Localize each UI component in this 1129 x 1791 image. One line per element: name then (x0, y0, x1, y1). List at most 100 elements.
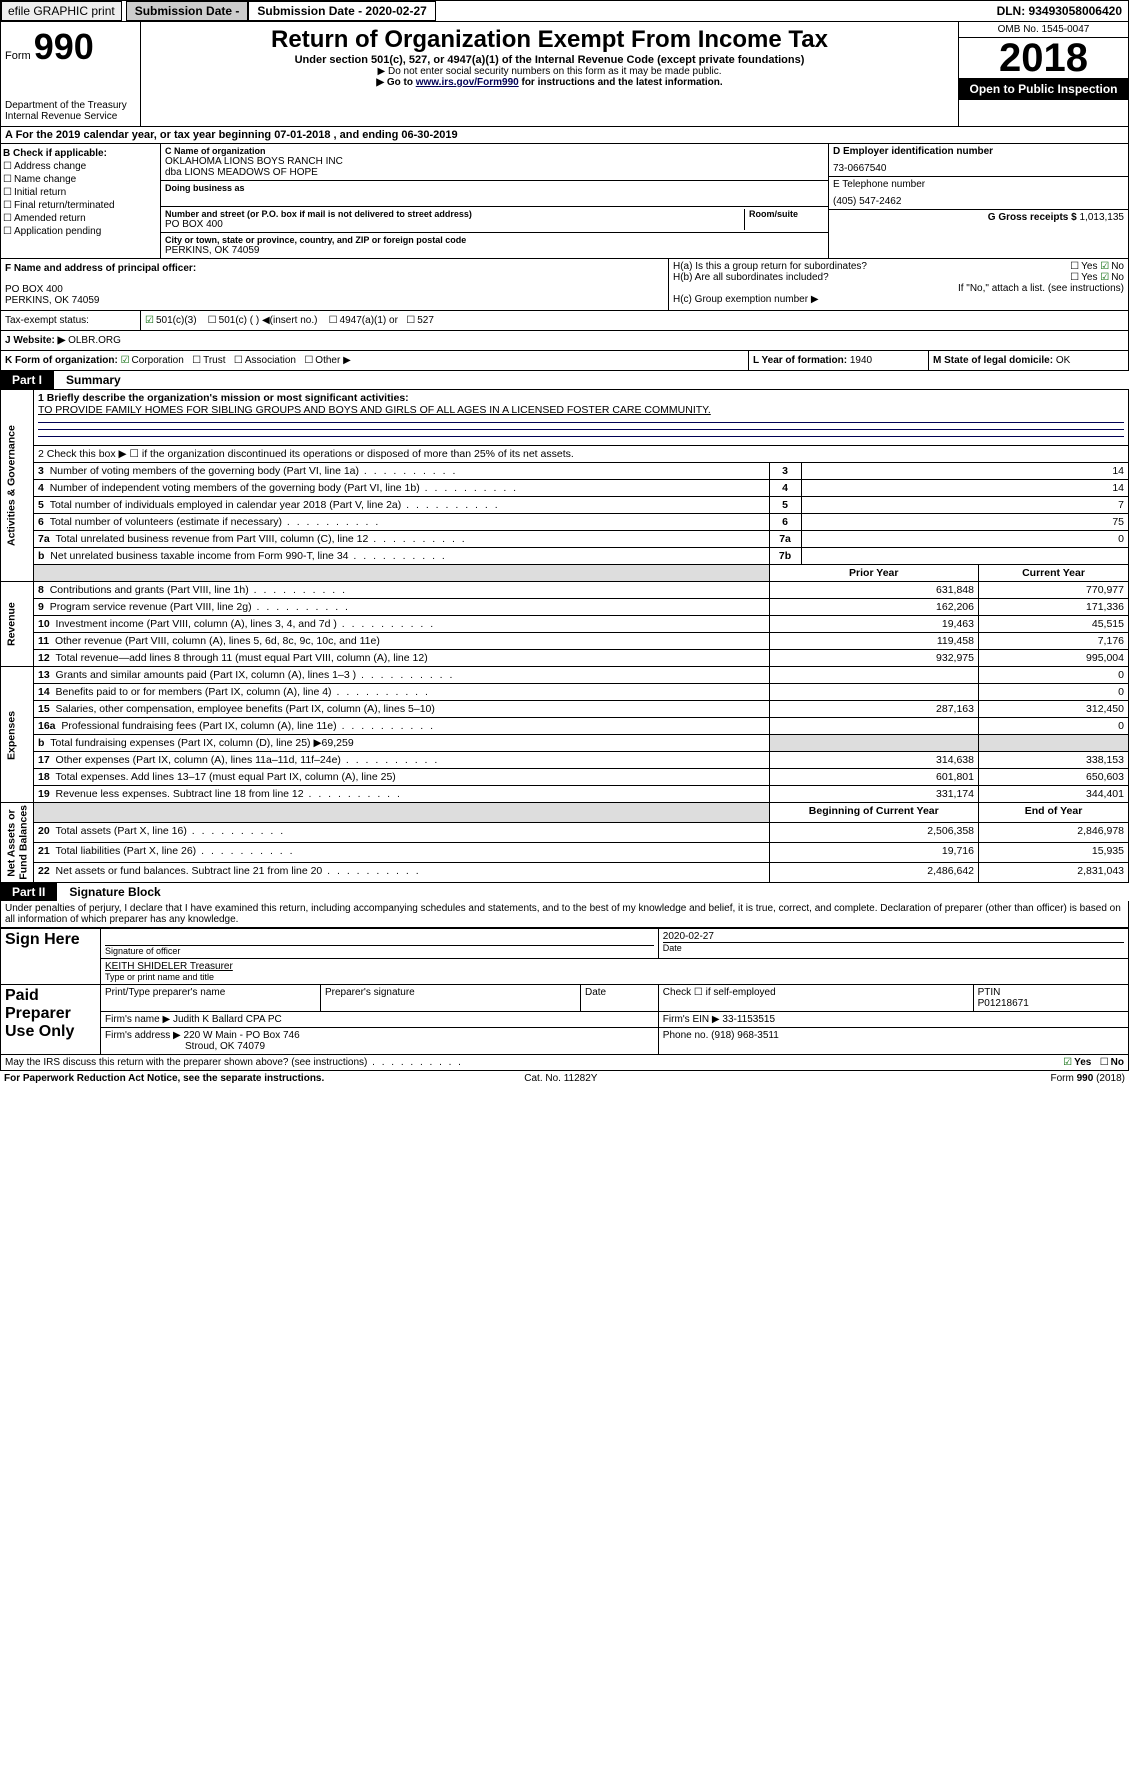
form-header: Form 990 Department of the Treasury Inte… (0, 22, 1129, 127)
e-cell: E Telephone number (405) 547-2462 (829, 177, 1128, 210)
sign-here-label: Sign Here (1, 928, 101, 984)
footer-cat: Cat. No. 11282Y (524, 1073, 597, 1084)
form-subtitle-1: Under section 501(c), 527, or 4947(a)(1)… (145, 54, 954, 66)
form-number: 990 (34, 26, 94, 67)
section-bcdeg: B Check if applicable: Address change Na… (0, 144, 1129, 259)
table-row: 17 Other expenses (Part IX, column (A), … (1, 752, 1129, 769)
table-row: 7a Total unrelated business revenue from… (1, 531, 1129, 548)
table-row: 9 Program service revenue (Part VIII, li… (1, 599, 1129, 616)
table-row: 5 Total number of individuals employed i… (1, 497, 1129, 514)
sig-name-cell: KEITH SHIDELER Treasurer Type or print n… (101, 958, 1129, 984)
table-row: 4 Number of independent voting members o… (1, 480, 1129, 497)
header-left: Form 990 Department of the Treasury Inte… (1, 22, 141, 126)
table-row: 19 Revenue less expenses. Subtract line … (1, 786, 1129, 803)
sig-date-cell: 2020-02-27 Date (658, 928, 1128, 958)
side-ag: Activities & Governance (1, 390, 34, 582)
footer-form: Form 990 (2018) (1051, 1073, 1125, 1084)
e-label: E Telephone number (833, 179, 1124, 190)
phone: (405) 547-2462 (833, 196, 1124, 207)
table-row: 18 Total expenses. Add lines 13–17 (must… (1, 769, 1129, 786)
irs-link[interactable]: www.irs.gov/Form990 (416, 77, 519, 88)
part2-header: Part II Signature Block (0, 883, 1129, 901)
h-cell: H(a) Is this a group return for subordin… (668, 259, 1128, 310)
side-net: Net Assets or Fund Balances (1, 803, 34, 883)
table-row: 15 Salaries, other compensation, employe… (1, 701, 1129, 718)
firmname-cell: Firm's name ▶ Judith K Ballard CPA PC (101, 1011, 659, 1027)
firm-link[interactable]: Judith K Ballard CPA PC (173, 1014, 282, 1025)
k-cell: K Form of organization: Corporation Trus… (1, 351, 748, 370)
page-footer: For Paperwork Reduction Act Notice, see … (0, 1071, 1129, 1086)
d-cell: D Employer identification number 73-0667… (829, 144, 1128, 177)
f-label: F Name and address of principal officer: (5, 263, 664, 274)
hb: H(b) Are all subordinates included? Yes … (673, 272, 1124, 283)
firmphone-cell: Phone no. (918) 968-3511 (658, 1027, 1128, 1054)
topbar: efile GRAPHIC print Submission Date - Su… (0, 0, 1129, 22)
part1-name: Summary (54, 371, 1129, 389)
dba-cell: Doing business as (161, 181, 828, 207)
d-label: D Employer identification number (833, 146, 1124, 157)
mission: TO PROVIDE FAMILY HOMES FOR SIBLING GROU… (38, 404, 711, 416)
table-row: 22 Net assets or fund balances. Subtract… (1, 862, 1129, 882)
sig-officer-cell: Signature of officer (101, 928, 659, 958)
b-label: B Check if applicable: (3, 148, 158, 159)
table-row: 20 Total assets (Part X, line 16)2,506,3… (1, 822, 1129, 842)
line2: 2 Check this box ▶ ☐ if the organization… (34, 446, 1129, 463)
row-a: A For the 2019 calendar year, or tax yea… (0, 127, 1129, 144)
header-right: OMB No. 1545-0047 2018 Open to Public In… (958, 22, 1128, 126)
addr-label: Number and street (or P.O. box if mail i… (165, 209, 744, 219)
c-name-label: C Name of organization (165, 146, 824, 156)
b-opt: Amended return (3, 213, 158, 224)
b-opt: Name change (3, 174, 158, 185)
selfemp-cell: Check ☐ if self-employed (658, 984, 973, 1011)
summary-table: Activities & Governance 1 Briefly descri… (0, 389, 1129, 883)
row-i: Tax-exempt status: 501(c)(3) 501(c) ( ) … (0, 311, 1129, 331)
footer-left: For Paperwork Reduction Act Notice, see … (4, 1073, 324, 1084)
table-row: 14 Benefits paid to or for members (Part… (1, 684, 1129, 701)
open-public: Open to Public Inspection (959, 78, 1128, 100)
tax-year: 2018 (959, 38, 1128, 78)
l-cell: L Year of formation: 1940 (748, 351, 928, 370)
k-label: K Form of organization: (5, 355, 118, 366)
room-label: Room/suite (749, 209, 824, 219)
g-label: G Gross receipts $ (988, 212, 1077, 223)
row-j: J Website: ▶ OLBR.ORG (0, 331, 1129, 351)
city-label: City or town, state or province, country… (165, 235, 824, 245)
part2-label: Part II (0, 883, 57, 901)
g-cell: G Gross receipts $ 1,013,135 (829, 210, 1128, 225)
dln: DLN: 93493058006420 (991, 2, 1128, 20)
m-cell: M State of legal domicile: OK (928, 351, 1128, 370)
prep-date-hdr: Date (581, 984, 659, 1011)
table-row: 21 Total liabilities (Part X, line 26)19… (1, 842, 1129, 862)
form-title: Return of Organization Exempt From Incom… (145, 26, 954, 54)
prep-sig-hdr: Preparer's signature (321, 984, 581, 1011)
col-c: C Name of organization OKLAHOMA LIONS BO… (161, 144, 828, 258)
firmaddr-cell: Firm's address ▶ 220 W Main - PO Box 746… (101, 1027, 659, 1054)
paid-prep-label: Paid Preparer Use Only (1, 984, 101, 1054)
i-label: Tax-exempt status: (1, 311, 141, 330)
side-exp: Expenses (1, 667, 34, 803)
signature-table: Sign Here Signature of officer 2020-02-2… (0, 928, 1129, 1055)
table-row: 12 Total revenue—add lines 8 through 11 … (1, 650, 1129, 667)
org-addr: PO BOX 400 (165, 219, 744, 230)
ptin-cell: PTINP01218671 (973, 984, 1128, 1011)
table-row: b Total fundraising expenses (Part IX, c… (1, 735, 1129, 752)
dba-label: Doing business as (165, 183, 824, 193)
discuss-row: May the IRS discuss this return with the… (0, 1055, 1129, 1071)
col-b: B Check if applicable: Address change Na… (1, 144, 161, 258)
h-note: If "No," attach a list. (see instruction… (673, 283, 1124, 294)
part1-header: Part I Summary (0, 371, 1129, 389)
officer-addr2: PERKINS, OK 74059 (5, 295, 664, 306)
firmein-cell: Firm's EIN ▶ 33-1153515 (658, 1011, 1128, 1027)
submission-date-label: Submission Date - (126, 1, 249, 21)
table-row: 6 Total number of volunteers (estimate i… (1, 514, 1129, 531)
perjury-disclaimer: Under penalties of perjury, I declare th… (0, 901, 1129, 928)
j-label: J Website: ▶ (5, 335, 65, 346)
a-label: A For the 2019 calendar year, or tax yea… (5, 129, 458, 141)
addr-cell: Number and street (or P.O. box if mail i… (161, 207, 828, 233)
b-opt: Application pending (3, 226, 158, 237)
form-subtitle-3: ▶ Go to www.irs.gov/Form990 for instruct… (145, 77, 954, 88)
efile-print-button[interactable]: efile GRAPHIC print (1, 1, 122, 21)
header-center: Return of Organization Exempt From Incom… (141, 22, 958, 126)
website: OLBR.ORG (68, 335, 121, 346)
i-opts: 501(c)(3) 501(c) ( ) ◀(insert no.) 4947(… (141, 311, 438, 330)
